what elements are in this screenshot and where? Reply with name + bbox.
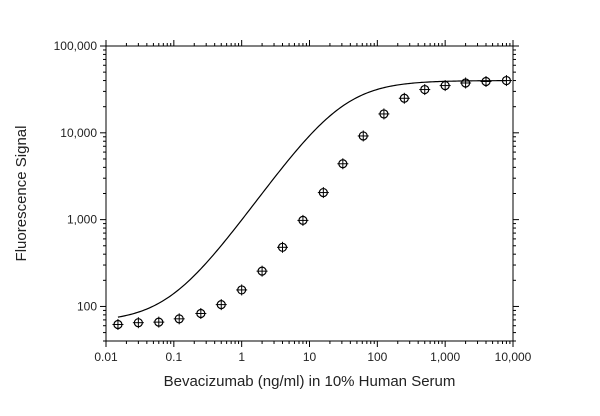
x-axis-label: Bevacizumab (ng/ml) in 10% Human Serum — [164, 373, 456, 390]
fitted-curve — [117, 80, 507, 318]
data-point — [132, 317, 144, 329]
data-point — [195, 307, 207, 319]
data-point — [112, 318, 124, 330]
data-point — [398, 92, 410, 104]
plot-area-frame — [105, 45, 514, 342]
data-point — [277, 241, 289, 253]
x-tick-label: 1 — [238, 350, 245, 364]
data-point — [337, 158, 349, 170]
data-point — [439, 80, 451, 92]
data-point — [480, 76, 492, 88]
x-tick-label: 1,000 — [430, 350, 460, 364]
data-point — [357, 130, 369, 142]
x-tick-label: 10,000 — [495, 350, 532, 364]
y-tick-label: 1,000 — [67, 213, 97, 227]
y-axis-ticks: 100 1,000 10,000 100,000 — [54, 39, 519, 342]
x-axis-ticks: 0.01 0.1 1 10 100 1,000 10,000 — [94, 40, 532, 364]
data-point — [153, 316, 165, 328]
x-tick-label: 100 — [367, 350, 387, 364]
data-point — [173, 313, 185, 325]
data-point — [419, 84, 431, 96]
y-tick-label: 100 — [77, 299, 97, 313]
data-point — [297, 214, 309, 226]
data-point — [215, 299, 227, 311]
data-point — [460, 77, 472, 89]
data-points — [112, 75, 512, 330]
y-tick-label: 100,000 — [54, 39, 98, 53]
x-tick-label: 0.1 — [165, 350, 182, 364]
y-axis-label: Fluorescence Signal — [13, 126, 30, 262]
data-point — [500, 75, 512, 87]
data-point — [236, 284, 248, 296]
y-tick-label: 10,000 — [60, 126, 97, 140]
x-tick-label: 10 — [303, 350, 317, 364]
data-point — [256, 265, 268, 277]
x-tick-label: 0.01 — [94, 350, 118, 364]
data-point — [378, 108, 390, 120]
data-point — [317, 187, 329, 199]
